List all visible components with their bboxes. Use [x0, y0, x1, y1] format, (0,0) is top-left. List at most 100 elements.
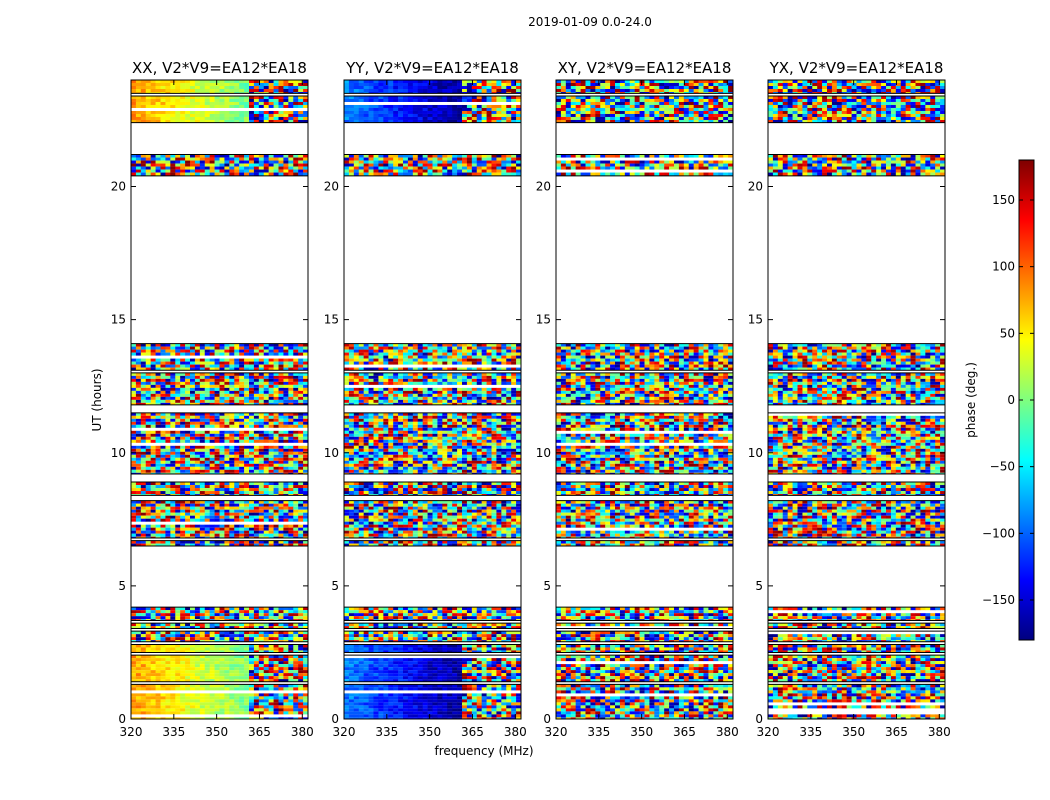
x-tick-label: 335 [162, 725, 185, 739]
segment [556, 95, 733, 124]
segment [344, 606, 521, 621]
segment [131, 500, 308, 539]
colorbar-tick-label: 50 [1000, 326, 1015, 340]
segment [131, 80, 308, 94]
y-tick-label: 10 [111, 446, 126, 460]
segment [556, 500, 733, 539]
segment [768, 643, 945, 653]
colorbar-tick-label: −150 [982, 593, 1015, 607]
y-tick-label: 15 [536, 313, 551, 327]
segment [131, 95, 308, 124]
segment [556, 622, 733, 629]
segment [131, 481, 308, 496]
segment [344, 481, 521, 496]
segment [131, 683, 308, 719]
segment [556, 412, 733, 475]
segment [768, 622, 945, 629]
colorbar-tick-label: −50 [990, 460, 1015, 474]
segment [131, 654, 308, 683]
y-tick-label: 20 [536, 180, 551, 194]
y-tick-label: 5 [331, 579, 339, 593]
segment [344, 630, 521, 643]
segment [768, 343, 945, 371]
segment [768, 683, 945, 719]
x-tick-label: 350 [205, 725, 228, 739]
segment [768, 500, 945, 539]
y-tick-label: 0 [543, 712, 551, 726]
segment [344, 622, 521, 629]
x-axis-label: frequency (MHz) [434, 744, 533, 758]
segment [768, 154, 945, 177]
segment [556, 80, 733, 94]
colorbar-tick-label: 150 [992, 193, 1015, 207]
panel-title: YX, V2*V9=EA12*EA18 [769, 59, 944, 77]
panel-title: XY, V2*V9=EA12*EA18 [558, 59, 732, 77]
y-tick-label: 20 [111, 180, 126, 194]
x-tick-label: 320 [333, 725, 356, 739]
x-tick-label: 335 [799, 725, 822, 739]
axes-frame [555, 79, 734, 720]
segment [344, 154, 521, 177]
segment [344, 95, 521, 124]
y-tick-label: 20 [748, 180, 763, 194]
segment [344, 683, 521, 719]
segment [768, 95, 945, 124]
segment [556, 154, 733, 177]
segment [768, 481, 945, 496]
panel-yx: YX, V2*V9=EA12*EA18 320 335 350 365 380 0 5 10 15… [748, 59, 951, 739]
x-tick-label: 335 [587, 725, 610, 739]
y-tick-label: 15 [748, 313, 763, 327]
x-tick-label: 320 [757, 725, 780, 739]
x-tick-label: 320 [545, 725, 568, 739]
x-tick-label: 350 [630, 725, 653, 739]
panel-title: XX, V2*V9=EA12*EA18 [132, 59, 307, 77]
segment [131, 643, 308, 653]
panel-title: YY, V2*V9=EA12*EA18 [345, 59, 519, 77]
phase-cells [131, 80, 308, 719]
segment [768, 606, 945, 621]
y-tick-label: 10 [748, 446, 763, 460]
x-tick-label: 380 [928, 725, 951, 739]
colorbar-label: phase (deg.) [964, 362, 978, 438]
panel-xy: XY, V2*V9=EA12*EA18 320 335 350 365 380 0 5 10 15… [536, 59, 739, 739]
segment [768, 654, 945, 683]
phase-cells [344, 80, 521, 719]
axes-frame [343, 79, 522, 720]
segment [556, 540, 733, 547]
segment [131, 154, 308, 177]
segment [556, 372, 733, 406]
segment [131, 412, 308, 475]
x-tick-label: 350 [842, 725, 865, 739]
segment [131, 372, 308, 406]
segment [556, 683, 733, 719]
colorbar-tick-label: −100 [982, 526, 1015, 540]
segment [768, 412, 945, 475]
segment [344, 540, 521, 547]
x-tick-label: 380 [716, 725, 739, 739]
y-tick-label: 5 [755, 579, 763, 593]
segment [131, 343, 308, 371]
panel-yy: YY, V2*V9=EA12*EA18 320 335 350 365 380 0 5 10 15… [324, 59, 527, 739]
y-tick-label: 5 [118, 579, 126, 593]
y-tick-label: 10 [324, 446, 339, 460]
segment [344, 412, 521, 475]
segment [768, 80, 945, 94]
segment [344, 343, 521, 371]
x-tick-label: 380 [291, 725, 314, 739]
y-axis-label: UT (hours) [90, 368, 104, 431]
x-tick-label: 365 [461, 725, 484, 739]
axes-frame [767, 79, 946, 720]
x-tick-label: 365 [673, 725, 696, 739]
panels: XX, V2*V9=EA12*EA18 320 335 350 365 380 0 5 10 15… [111, 59, 951, 739]
x-tick-label: 320 [120, 725, 143, 739]
x-tick-label: 380 [504, 725, 527, 739]
segment [556, 643, 733, 653]
colorbar-tick-label: 100 [992, 260, 1015, 274]
phase-cells [768, 80, 945, 719]
segment [556, 630, 733, 643]
x-tick-label: 365 [248, 725, 271, 739]
segment [131, 606, 308, 621]
colorbar: 150 100 50 0 −50 −100 −150 [982, 159, 1035, 641]
x-tick-label: 350 [418, 725, 441, 739]
segment [131, 630, 308, 643]
